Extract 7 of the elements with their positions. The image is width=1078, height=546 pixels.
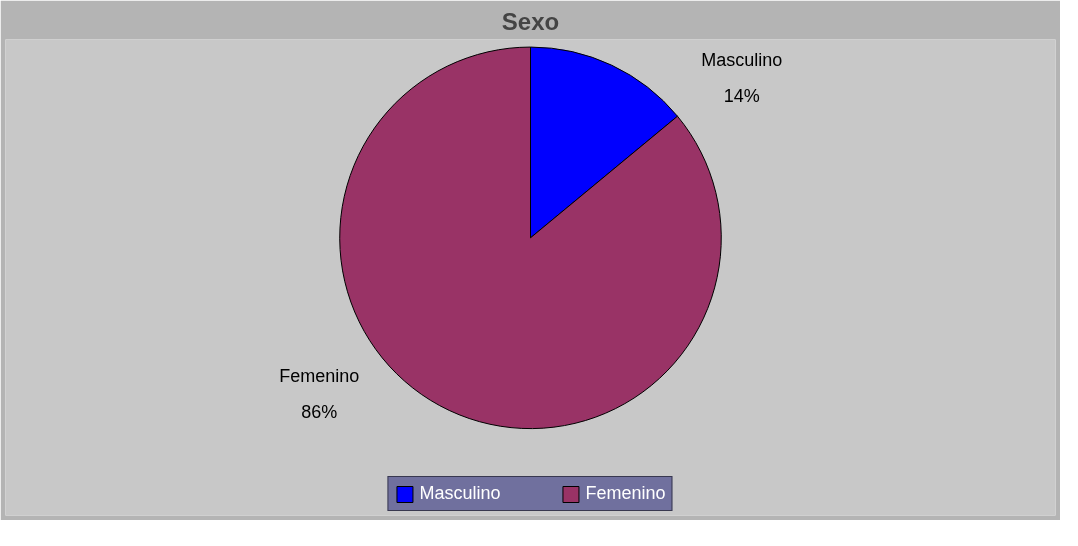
data-label: 14%	[723, 86, 760, 107]
legend-label: Masculino	[419, 483, 501, 504]
slice-label: Femenino	[279, 366, 360, 387]
data-label: 86%	[301, 402, 338, 423]
legend-label: Femenino	[585, 483, 666, 504]
chart-title: Sexo	[501, 7, 560, 35]
slice-label: Masculino	[701, 50, 783, 71]
